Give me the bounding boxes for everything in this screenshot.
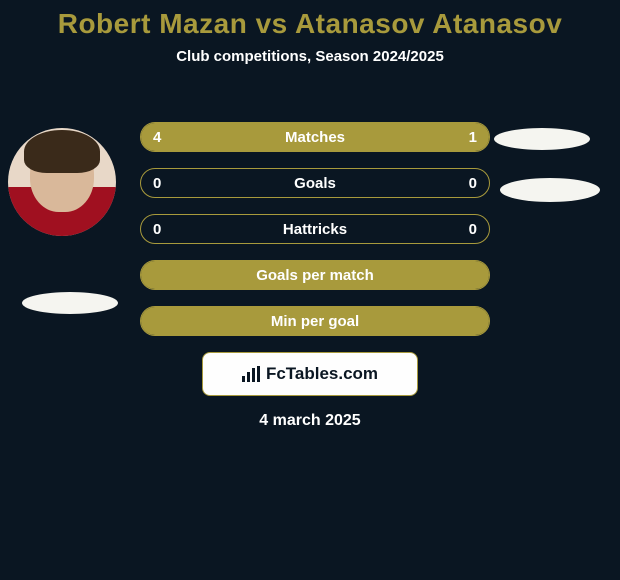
logo-text: FcTables.com <box>266 364 378 384</box>
player-right-flag-2 <box>500 178 600 202</box>
comparison-bars: 41Matches 00Goals 00Hattricks Goals per mat… <box>140 122 490 352</box>
date-label: 4 march 2025 <box>0 412 620 430</box>
bar-chart-icon <box>242 366 260 382</box>
page-title: Robert Mazan vs Atanasov Atanasov <box>0 0 620 40</box>
comparison-row: 41Matches <box>140 122 490 152</box>
page-subtitle: Club competitions, Season 2024/2025 <box>0 48 620 65</box>
bar-label: Hattricks <box>141 215 489 243</box>
comparison-row: 00Goals <box>140 168 490 198</box>
bar-label: Goals <box>141 169 489 197</box>
comparison-row: 00Hattricks <box>140 214 490 244</box>
bar-label: Matches <box>141 123 489 151</box>
player-left-flag <box>22 292 118 314</box>
player-right-flag-1 <box>494 128 590 150</box>
fctables-logo: FcTables.com <box>202 352 418 396</box>
comparison-row: Min per goal <box>140 306 490 336</box>
bar-label: Goals per match <box>141 261 489 289</box>
player-left-avatar <box>8 128 116 236</box>
bar-label: Min per goal <box>141 307 489 335</box>
comparison-row: Goals per match <box>140 260 490 290</box>
avatar-hair <box>24 130 100 173</box>
